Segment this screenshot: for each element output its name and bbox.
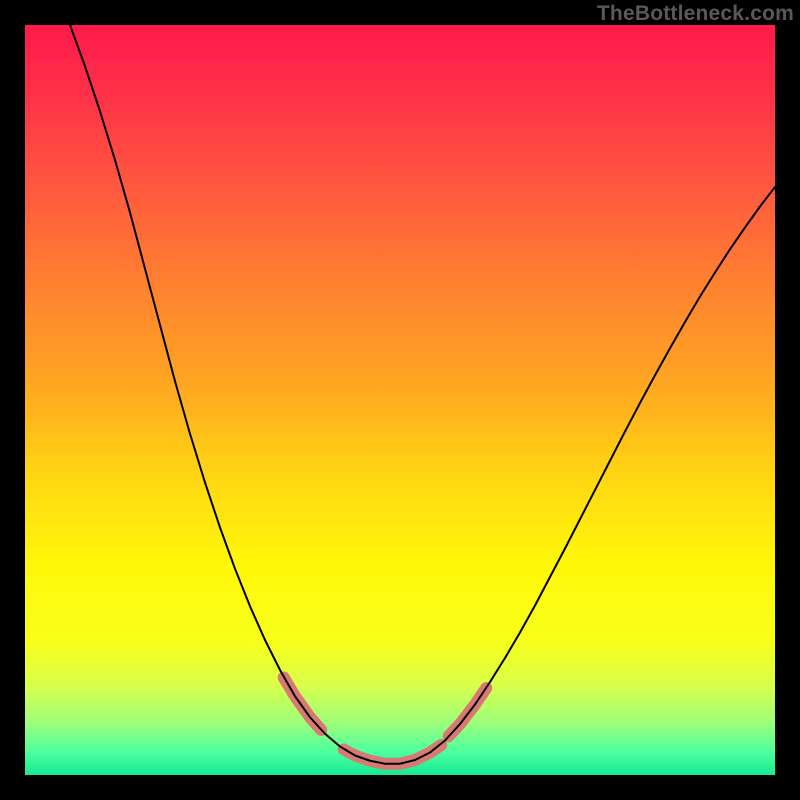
- plot-area: [25, 25, 775, 775]
- chart-frame: TheBottleneck.com: [0, 0, 800, 800]
- watermark-text: TheBottleneck.com: [597, 2, 794, 26]
- chart-svg: [25, 25, 775, 775]
- chart-background: [25, 25, 775, 775]
